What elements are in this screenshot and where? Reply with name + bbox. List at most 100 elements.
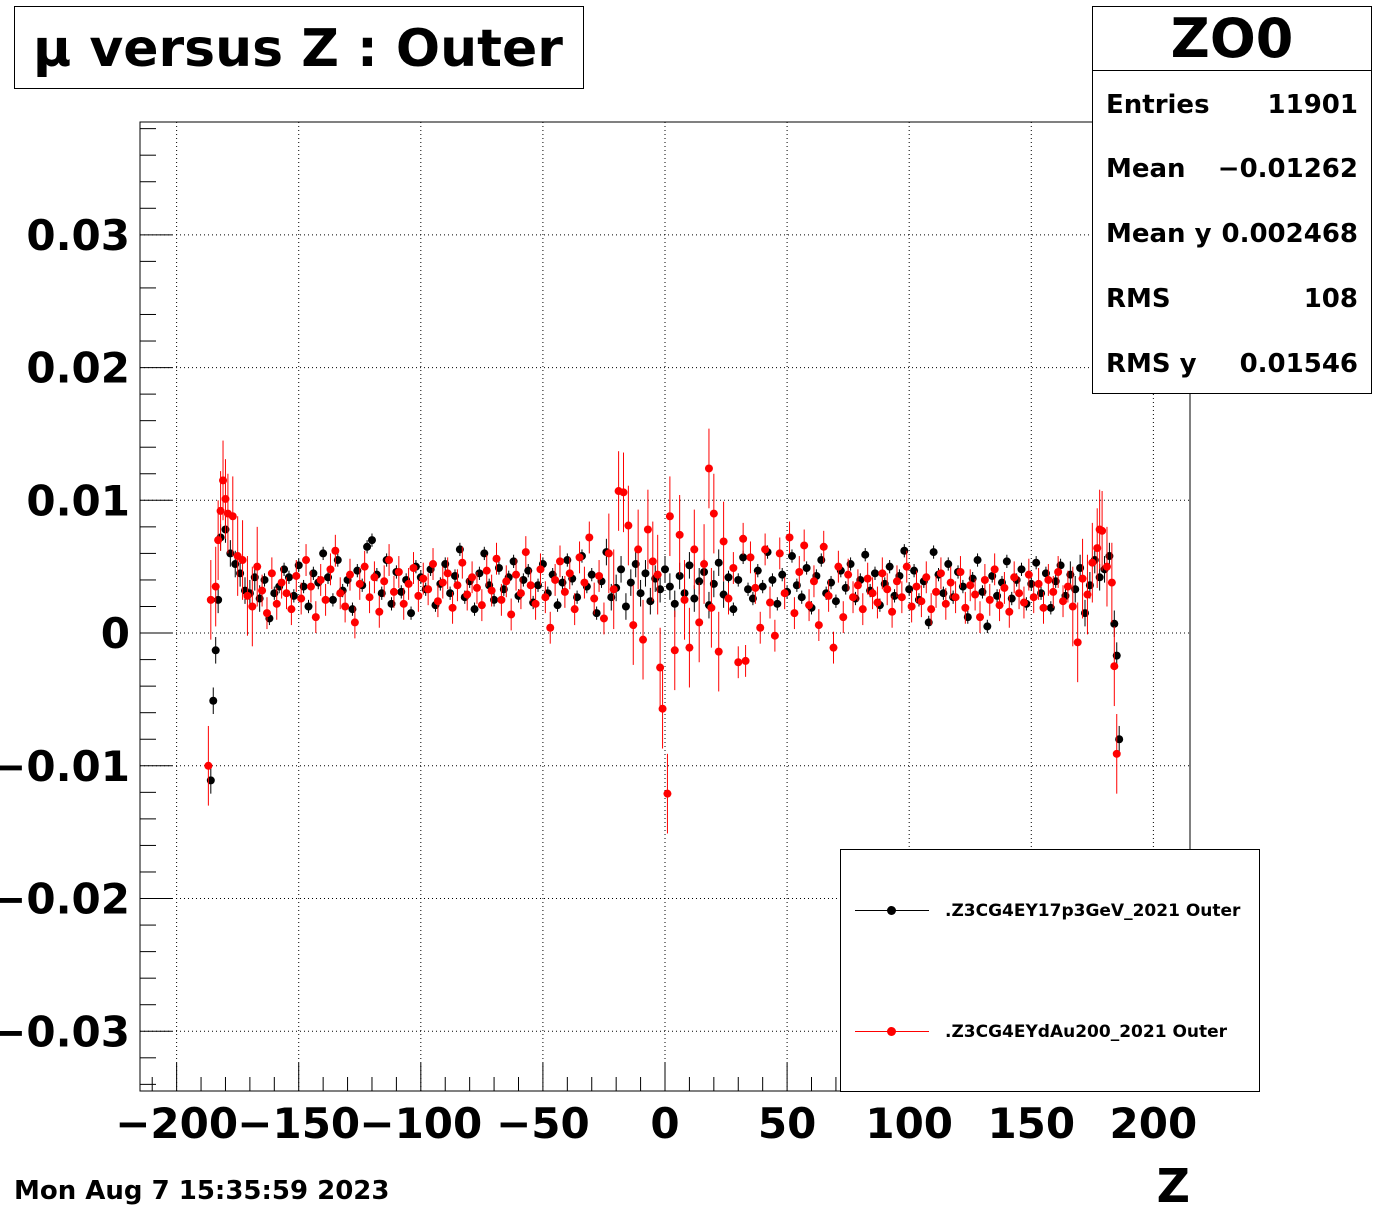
data-point (932, 587, 941, 596)
data-point (658, 704, 667, 713)
data-point (729, 605, 738, 614)
data-point (487, 586, 496, 595)
stats-row-entries: Entries 11901 (1106, 85, 1358, 125)
legend-dot-marker (887, 906, 896, 915)
data-point (482, 566, 491, 575)
data-point (1005, 607, 1014, 616)
data-point (1098, 526, 1107, 535)
data-point (553, 601, 562, 610)
data-point (853, 581, 862, 590)
data-point (326, 565, 335, 574)
data-point (912, 582, 921, 591)
data-point (907, 602, 916, 611)
x-tick-label: 200 (1110, 1099, 1198, 1148)
data-point (927, 605, 936, 614)
data-point (675, 571, 684, 580)
data-point (773, 599, 782, 608)
x-axis-label: Z (1157, 1159, 1190, 1213)
data-point (1107, 578, 1116, 587)
data-point (297, 594, 306, 603)
data-point (885, 562, 894, 571)
data-point (995, 601, 1004, 610)
data-point (429, 560, 438, 569)
data-point (790, 609, 799, 618)
data-point (861, 550, 870, 559)
data-point (744, 585, 753, 594)
data-point (546, 623, 555, 632)
data-point (643, 525, 652, 534)
data-point (389, 587, 398, 596)
stats-key: Mean y (1106, 219, 1212, 249)
data-point (719, 537, 728, 546)
data-point (565, 569, 574, 578)
data-point (626, 578, 635, 587)
data-point (670, 646, 679, 655)
data-point (404, 579, 413, 588)
data-point (570, 605, 579, 614)
data-point (670, 599, 679, 608)
data-point (1083, 590, 1092, 599)
data-point (468, 573, 477, 582)
data-point (414, 591, 423, 600)
stats-histogram-name: ZO0 (1093, 7, 1371, 71)
stats-value: 108 (1303, 284, 1358, 314)
data-point (695, 577, 704, 586)
data-point (243, 591, 252, 600)
data-point (394, 567, 403, 576)
data-point (541, 593, 550, 602)
data-point (973, 556, 982, 565)
data-point (1034, 579, 1043, 588)
data-point (944, 560, 953, 569)
data-point (604, 549, 613, 558)
data-point (741, 656, 750, 665)
y-tick-label: 0.01 (26, 476, 130, 525)
data-point (1002, 557, 1011, 566)
data-point (929, 548, 938, 557)
data-point (661, 565, 669, 574)
data-point (302, 556, 311, 565)
data-point (385, 556, 394, 565)
data-point (1015, 589, 1024, 598)
stats-value: −0.01262 (1217, 154, 1358, 184)
data-point (1044, 575, 1053, 584)
data-point (453, 581, 462, 590)
data-point (809, 577, 818, 586)
data-point (363, 542, 372, 551)
data-point (248, 602, 257, 611)
data-point (897, 593, 906, 602)
data-point (407, 609, 416, 618)
data-point (380, 577, 389, 586)
data-point (1063, 582, 1072, 591)
data-point (685, 561, 694, 570)
data-point (775, 549, 784, 558)
data-point (1017, 565, 1026, 574)
data-point (341, 602, 350, 611)
data-point (551, 575, 560, 584)
stats-value: 0.01546 (1239, 349, 1358, 379)
data-point (619, 488, 628, 497)
x-tick-label: 100 (865, 1099, 953, 1148)
data-point (277, 578, 286, 587)
data-point (729, 564, 738, 573)
stats-row-rms: RMS 108 (1106, 279, 1358, 319)
data-point (1073, 638, 1082, 647)
data-point (438, 578, 447, 587)
data-point (724, 573, 733, 582)
data-point (770, 631, 779, 640)
timestamp: Mon Aug 7 15:35:59 2023 (14, 1176, 390, 1206)
data-point (690, 594, 699, 603)
data-point (1049, 587, 1058, 596)
data-point (599, 614, 608, 623)
legend: .Z3CG4EY17p3GeV_2021 Outer .Z3CG4EYdAu20… (840, 849, 1260, 1092)
data-point (971, 590, 980, 599)
data-point (1068, 602, 1077, 611)
data-point (204, 761, 213, 770)
data-point (980, 575, 989, 584)
data-point (282, 589, 291, 598)
data-point (751, 583, 760, 592)
data-point (734, 575, 743, 584)
data-point (521, 548, 530, 557)
data-point (206, 595, 215, 604)
data-point (795, 567, 804, 576)
